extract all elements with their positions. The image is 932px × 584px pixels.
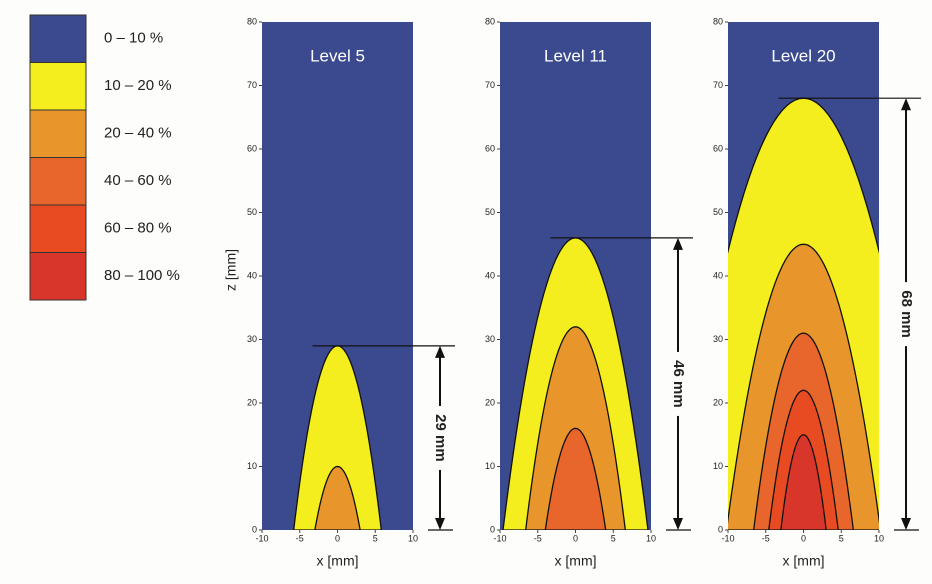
y-tick-label: 60 — [485, 143, 495, 153]
arrow-head — [435, 345, 445, 358]
x-tick-label: -5 — [296, 533, 304, 543]
panel-title: Level 5 — [310, 46, 365, 65]
y-tick-label: 0 — [490, 524, 495, 534]
arrow-head — [673, 237, 683, 250]
x-tick-label: 0 — [335, 533, 340, 543]
y-tick-label: 0 — [718, 524, 723, 534]
x-axis-title: x [mm] — [783, 553, 825, 569]
y-tick-label: 60 — [247, 143, 257, 153]
x-tick-label: -5 — [534, 533, 542, 543]
x-tick-label: 10 — [408, 533, 418, 543]
x-tick-label: -10 — [721, 533, 734, 543]
dimension-label: 29 mm — [432, 414, 449, 462]
legend-label: 10 – 20 % — [104, 77, 172, 94]
legend-label: 20 – 40 % — [104, 125, 172, 142]
y-tick-label: 50 — [485, 207, 495, 217]
x-tick-label: 0 — [801, 533, 806, 543]
y-tick-label: 80 — [713, 16, 723, 26]
y-tick-label: 10 — [247, 461, 257, 471]
y-tick-label: 10 — [713, 461, 723, 471]
y-tick-label: 20 — [485, 397, 495, 407]
arrow-head — [435, 518, 445, 530]
legend-label: 80 – 100 % — [104, 267, 180, 284]
contours — [502, 237, 649, 530]
y-tick-label: 40 — [247, 270, 257, 280]
legend-swatch — [29, 14, 87, 63]
legend-swatch — [29, 62, 87, 111]
contours — [728, 97, 879, 530]
x-tick-label: 5 — [611, 533, 616, 543]
panel-title: Level 20 — [771, 46, 835, 65]
x-tick-label: 10 — [874, 533, 884, 543]
arrow-head — [673, 518, 683, 530]
x-axis-title: x [mm] — [555, 553, 597, 569]
x-tick-label: 5 — [373, 533, 378, 543]
contour — [314, 465, 361, 530]
legend-label: 60 – 80 % — [104, 220, 172, 237]
x-tick-label: 10 — [646, 533, 656, 543]
dimension-label: 68 mm — [898, 290, 915, 338]
y-tick-label: 50 — [247, 207, 257, 217]
y-tick-label: 10 — [485, 461, 495, 471]
contour — [544, 427, 607, 530]
x-tick-label: -10 — [493, 533, 506, 543]
y-tick-label: 40 — [485, 270, 495, 280]
y-tick-label: 30 — [713, 334, 723, 344]
x-tick-label: -5 — [762, 533, 770, 543]
y-tick-label: 20 — [247, 397, 257, 407]
y-tick-label: 70 — [713, 80, 723, 90]
panel-title: Level 11 — [544, 46, 607, 65]
y-tick-label: 40 — [713, 270, 723, 280]
y-tick-label: 30 — [485, 334, 495, 344]
y-tick-label: 60 — [713, 143, 723, 153]
x-tick-label: -10 — [255, 533, 268, 543]
y-tick-label: 70 — [247, 80, 257, 90]
legend-swatch — [29, 252, 87, 301]
legend-swatch — [29, 109, 87, 158]
y-axis-title: z [mm] — [223, 249, 239, 291]
arrow-head — [901, 518, 911, 530]
y-tick-label: 70 — [485, 80, 495, 90]
x-axis-title: x [mm] — [317, 553, 359, 569]
y-tick-label: 50 — [713, 207, 723, 217]
y-tick-label: 30 — [247, 334, 257, 344]
y-tick-label: 80 — [485, 16, 495, 26]
x-tick-label: 0 — [573, 533, 578, 543]
y-tick-label: 20 — [713, 397, 723, 407]
legend-label: 40 – 60 % — [104, 172, 172, 189]
contour — [780, 434, 827, 530]
legend-label: 0 – 10 % — [104, 30, 163, 47]
dimension-label: 46 mm — [670, 360, 687, 408]
y-tick-label: 80 — [247, 16, 257, 26]
x-tick-label: 5 — [839, 533, 844, 543]
y-tick-label: 0 — [252, 524, 257, 534]
legend-swatch — [29, 204, 87, 253]
arrow-head — [901, 98, 911, 111]
legend-swatch — [29, 157, 87, 206]
